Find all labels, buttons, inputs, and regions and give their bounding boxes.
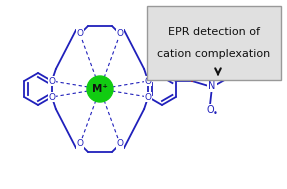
Text: C(CH₃)₃: C(CH₃)₃	[233, 70, 261, 78]
Text: EPR detection of: EPR detection of	[168, 27, 260, 37]
Text: O: O	[145, 77, 152, 85]
Circle shape	[87, 76, 113, 102]
Text: M⁺: M⁺	[92, 84, 108, 94]
Text: O: O	[117, 29, 123, 39]
Text: O: O	[77, 139, 84, 149]
Text: O: O	[77, 29, 84, 39]
Text: •: •	[213, 108, 218, 118]
FancyBboxPatch shape	[147, 6, 281, 80]
Text: H: H	[200, 56, 208, 66]
Text: cation complexation: cation complexation	[157, 49, 271, 59]
Text: N: N	[208, 81, 216, 91]
Text: O: O	[206, 105, 214, 115]
Text: O: O	[48, 92, 55, 101]
Text: O: O	[117, 139, 123, 149]
Text: O: O	[145, 92, 152, 101]
Text: H: H	[175, 58, 183, 68]
Text: O: O	[48, 77, 55, 85]
Polygon shape	[192, 65, 202, 81]
